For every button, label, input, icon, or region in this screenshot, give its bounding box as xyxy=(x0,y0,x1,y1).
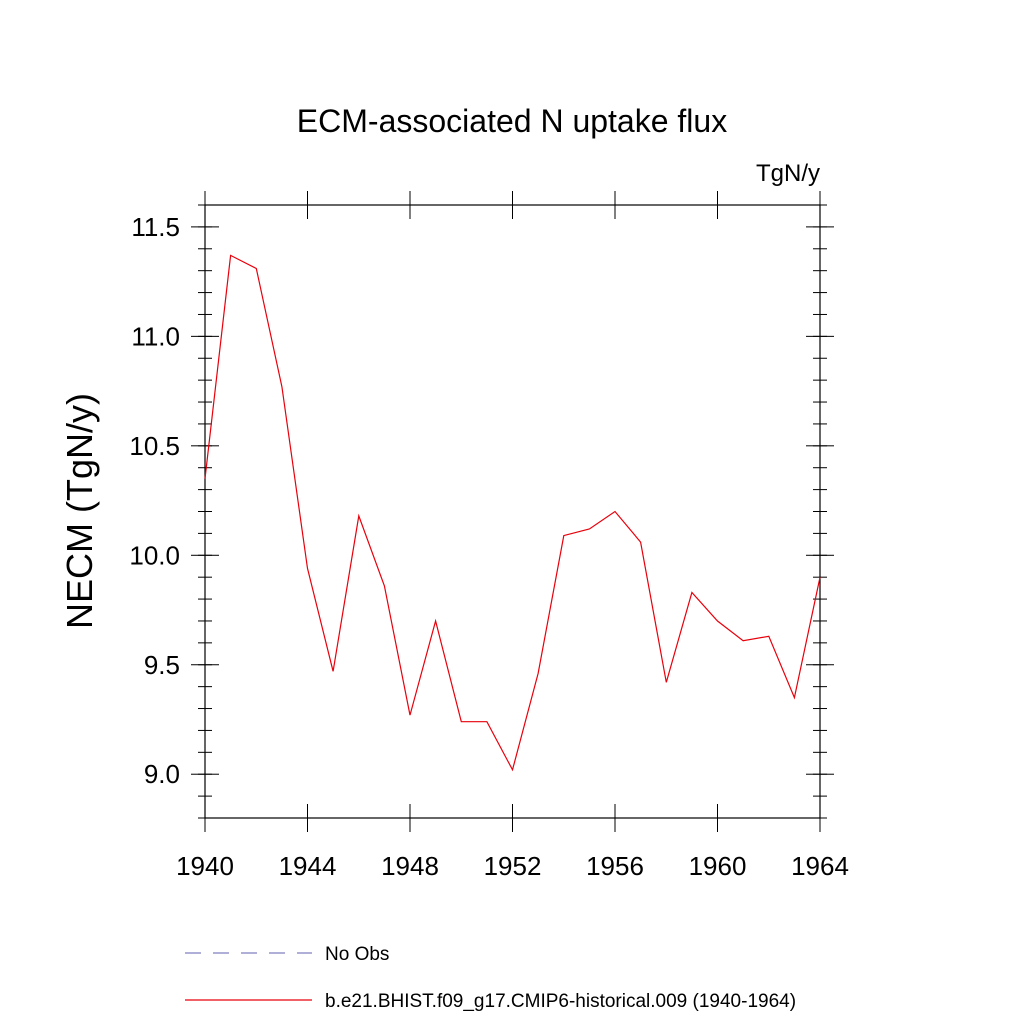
y-tick-label: 9.0 xyxy=(144,759,180,789)
series-layer xyxy=(204,254,821,772)
legend: No Obs b.e21.BHIST.f09_g17.CMIP6-histori… xyxy=(185,944,796,1012)
y-tick-label: 11.0 xyxy=(131,321,180,351)
y-tick-label: 10.0 xyxy=(129,540,180,570)
x-tick-label: 1956 xyxy=(586,851,644,881)
chart-title: ECM-associated N uptake flux xyxy=(297,103,727,139)
x-tick-label: 1940 xyxy=(176,851,234,881)
y-tick-label: 10.5 xyxy=(129,431,180,461)
x-tick-label: 1964 xyxy=(791,851,849,881)
x-tick-label: 1948 xyxy=(381,851,439,881)
legend-label-historical: b.e21.BHIST.f09_g17.CMIP6-historical.009… xyxy=(325,991,796,1012)
series-line-0 xyxy=(204,254,821,772)
legend-label-no-obs: No Obs xyxy=(325,944,389,965)
y-tick-label: 9.5 xyxy=(144,650,180,680)
x-tick-label: 1952 xyxy=(484,851,542,881)
y-axis-label: NECM (TgN/y) xyxy=(59,393,100,629)
plot-frame xyxy=(204,204,821,819)
y-axis: 9.0 9.5 10.0 10.5 11.0 11.5 xyxy=(129,212,834,789)
x-tick-label: 1960 xyxy=(689,851,747,881)
y-tick-label: 11.5 xyxy=(131,212,180,242)
x-tick-label: 1944 xyxy=(279,851,337,881)
minor-ticks xyxy=(198,204,827,819)
x-axis: 1940 1944 1948 1952 1956 1960 1964 xyxy=(176,191,849,881)
units-label: TgN/y xyxy=(756,160,820,187)
